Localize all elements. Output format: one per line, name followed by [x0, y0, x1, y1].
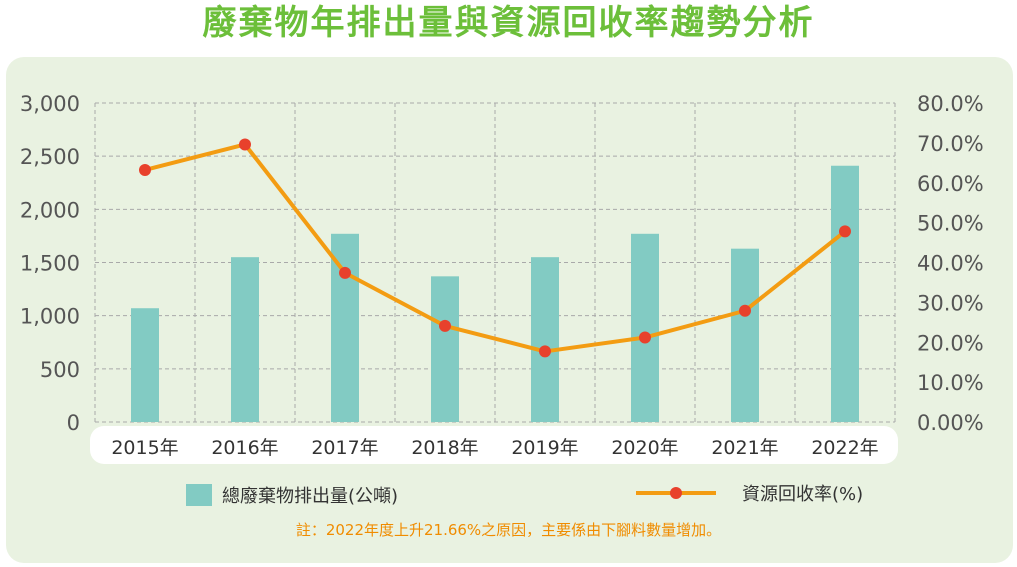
left-tick-label: 2,500: [20, 145, 80, 169]
bar: [631, 233, 659, 422]
right-axis-ticks: 0.00% 10.0% 20.0% 30.0% 40.0% 50.0% 60.0% 70.0%…: [917, 92, 984, 435]
rate-point: [639, 331, 651, 344]
left-axis-ticks: 0 500 1,000 1,500 2,000 2,500 3,000: [20, 92, 80, 435]
rate-point: [239, 138, 251, 151]
category-label: 2016年: [211, 437, 278, 459]
right-tick-label: 0.00%: [917, 411, 984, 435]
rate-point: [439, 319, 451, 332]
left-tick-label: 3,000: [20, 92, 80, 116]
bar-series: [131, 165, 859, 422]
category-label: 2022年: [811, 437, 878, 459]
category-label: 2018年: [411, 437, 478, 459]
gridlines: [94, 102, 896, 423]
category-label: 2019年: [511, 437, 578, 459]
rate-line: [144, 142, 847, 354]
rate-point: [839, 225, 851, 238]
rate-point: [139, 163, 151, 176]
bar: [731, 248, 759, 422]
left-tick-label: 1,500: [20, 252, 80, 276]
right-tick-label: 30.0%: [917, 291, 984, 315]
rate-point: [739, 304, 751, 317]
rate-point: [339, 266, 351, 279]
bar: [431, 276, 459, 422]
legend-bar-swatch: [186, 484, 212, 506]
right-tick-label: 50.0%: [917, 212, 984, 236]
left-tick-label: 2,000: [20, 198, 80, 222]
category-label: 2020年: [611, 437, 678, 459]
right-tick-label: 80.0%: [917, 92, 984, 116]
right-tick-label: 70.0%: [917, 132, 984, 156]
right-tick-label: 40.0%: [917, 252, 984, 276]
left-tick-label: 1,000: [20, 305, 80, 329]
category-labels: 2015年 2016年 2017年 2018年 2019年 2020年 2021年 2022年: [111, 437, 878, 459]
right-tick-label: 60.0%: [917, 172, 984, 196]
legend-bar-entry: 總廢棄物排出量(公噸): [186, 482, 398, 508]
legend-bar-label: 總廢棄物排出量(公噸): [222, 486, 399, 507]
bar: [131, 308, 159, 422]
legend-line-swatch: [636, 486, 716, 500]
left-tick-label: 500: [40, 358, 80, 382]
left-tick-label: 0: [67, 411, 80, 435]
bar: [531, 257, 559, 422]
chart-title: 廢棄物年排出量與資源回收率趨勢分析: [202, 3, 815, 43]
category-label: 2021年: [711, 437, 778, 459]
footnote: 註：2022年度上升21.66%之原因，主要係由下腳料數量增加。: [295, 521, 722, 539]
line-series: [139, 138, 851, 358]
bar: [231, 257, 259, 422]
category-axis-band: [90, 426, 898, 464]
right-tick-label: 20.0%: [917, 331, 984, 355]
legend-line-label: 資源回收率(%): [742, 484, 864, 505]
category-label: 2017年: [311, 437, 378, 459]
legend-line-entry: 資源回收率(%): [636, 480, 863, 506]
bar: [331, 233, 359, 422]
right-tick-label: 10.0%: [917, 371, 984, 395]
bar: [831, 165, 859, 422]
category-label: 2015年: [111, 437, 178, 459]
rate-point: [539, 345, 551, 358]
